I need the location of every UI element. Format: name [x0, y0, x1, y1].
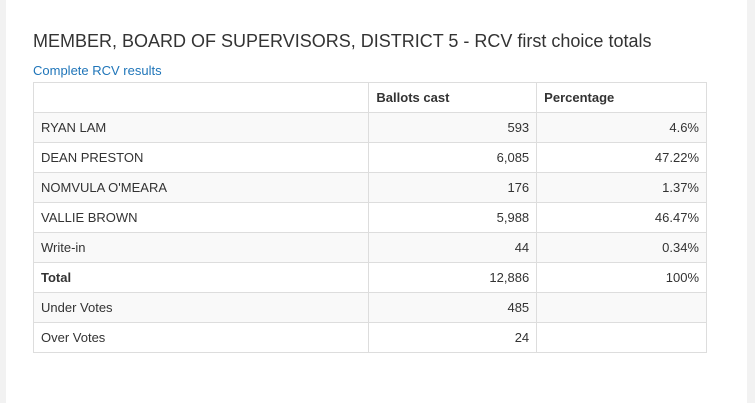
ballots-cast: 5,988: [368, 202, 538, 233]
candidate-name: Write-in: [32, 232, 370, 263]
percentage: 46.47%: [536, 202, 707, 233]
percentage: 0.34%: [536, 232, 707, 263]
table-row: VALLIE BROWN 5,988 46.47%: [32, 202, 707, 233]
header-ballots-cast: Ballots cast: [368, 82, 538, 113]
table-row: DEAN PRESTON 6,085 47.22%: [32, 142, 707, 173]
header-candidate: [32, 82, 370, 113]
total-row: Total 12,886 100%: [32, 262, 707, 293]
results-panel: MEMBER, BOARD OF SUPERVISORS, DISTRICT 5…: [6, 0, 747, 403]
over-votes-count: 24: [368, 322, 538, 353]
candidate-name: DEAN PRESTON: [32, 142, 370, 173]
complete-rcv-results-link[interactable]: Complete RCV results: [33, 63, 162, 78]
percentage: 1.37%: [536, 172, 707, 203]
table-row: NOMVULA O'MEARA 176 1.37%: [32, 172, 707, 203]
page-title: MEMBER, BOARD OF SUPERVISORS, DISTRICT 5…: [33, 31, 652, 51]
percentage: 47.22%: [536, 142, 707, 173]
percentage: 4.6%: [536, 112, 707, 143]
candidate-name: NOMVULA O'MEARA: [32, 172, 370, 203]
total-ballots-cast: 12,886: [368, 262, 538, 293]
under-votes-label: Under Votes: [32, 292, 370, 323]
over-votes-percentage: [536, 322, 707, 353]
table-row: Under Votes 485: [32, 292, 707, 323]
table-row: Over Votes 24: [32, 322, 707, 353]
table-header-row: Ballots cast Percentage: [32, 82, 707, 113]
ballots-cast: 176: [368, 172, 538, 203]
under-votes-count: 485: [368, 292, 538, 323]
ballots-cast: 6,085: [368, 142, 538, 173]
header-percentage: Percentage: [536, 82, 707, 113]
under-votes-percentage: [536, 292, 707, 323]
table-row: RYAN LAM 593 4.6%: [32, 112, 707, 143]
total-label: Total: [32, 262, 370, 293]
table-row: Write-in 44 0.34%: [32, 232, 707, 263]
ballots-cast: 593: [368, 112, 538, 143]
candidate-name: VALLIE BROWN: [32, 202, 370, 233]
total-percentage: 100%: [536, 262, 707, 293]
over-votes-label: Over Votes: [32, 322, 370, 353]
candidate-name: RYAN LAM: [32, 112, 370, 143]
ballots-cast: 44: [368, 232, 538, 263]
results-table: Ballots cast Percentage RYAN LAM 593 4.6…: [32, 82, 707, 353]
